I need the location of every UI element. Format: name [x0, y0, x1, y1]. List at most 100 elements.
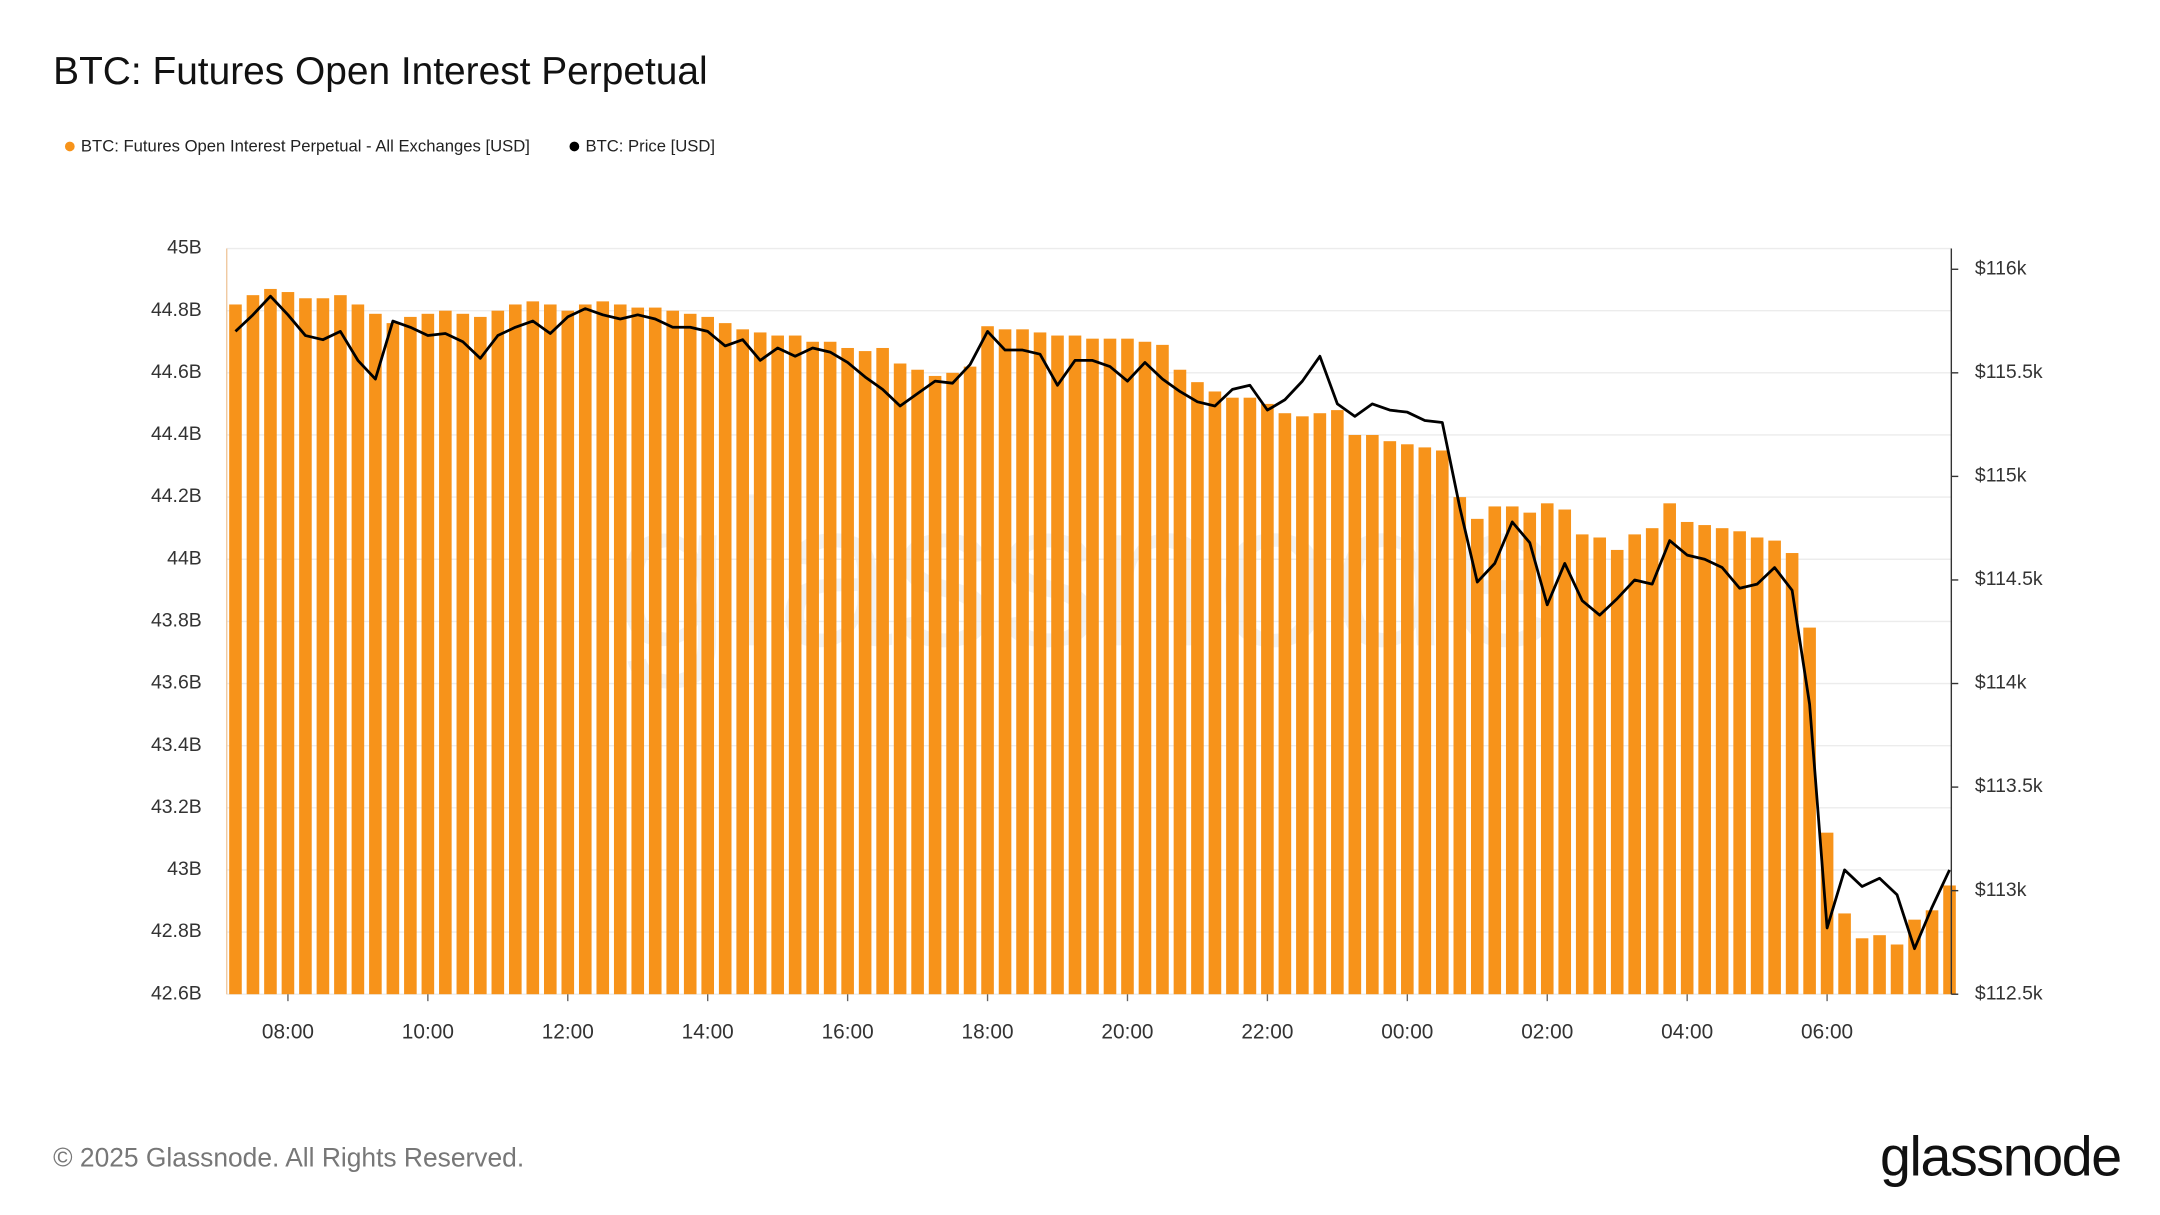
bar — [1593, 537, 1607, 995]
x-tick-label: 18:00 — [962, 1021, 1014, 1044]
bar — [316, 298, 330, 995]
y-tick-label: 42.8B — [151, 920, 202, 942]
legend-marker — [569, 141, 580, 152]
bar — [351, 304, 365, 995]
bar — [491, 310, 505, 995]
bar — [596, 301, 610, 995]
y2-tick-label: $116k — [1975, 257, 2027, 279]
y2-tick-label: $115k — [1975, 465, 2027, 487]
bar — [1680, 521, 1694, 995]
bar — [1401, 444, 1414, 995]
bar — [334, 295, 347, 995]
bar — [1331, 410, 1344, 995]
x-tick-label: 02:00 — [1521, 1021, 1573, 1044]
y2-tick-label: $112.5k — [1975, 982, 2043, 1004]
bar — [1855, 938, 1869, 995]
bar — [1575, 534, 1589, 995]
y-tick-label: 43.4B — [151, 734, 202, 756]
bar — [1278, 413, 1292, 995]
bar — [928, 375, 942, 995]
bar — [998, 329, 1012, 995]
y-tick-label: 43.8B — [151, 610, 202, 632]
bar — [1436, 450, 1449, 995]
y-tick-label: 44.6B — [151, 361, 202, 383]
bar — [1505, 506, 1519, 995]
bar — [771, 335, 784, 995]
bar — [281, 292, 295, 995]
bar — [806, 341, 819, 995]
bar — [1208, 391, 1222, 995]
y-tick-label: 44.2B — [151, 485, 202, 507]
bar — [1296, 416, 1309, 995]
y-tick-label: 45B — [167, 237, 202, 259]
x-tick-label: 00:00 — [1381, 1021, 1433, 1044]
y2-tick-label: $113.5k — [1975, 775, 2043, 797]
bar — [788, 335, 802, 995]
marks — [229, 288, 1956, 995]
bar — [1121, 338, 1134, 995]
y2-tick-label: $114.5k — [1975, 568, 2043, 590]
y2-tick-label: $114k — [1975, 672, 2027, 694]
bar — [1033, 332, 1047, 995]
bar — [1313, 413, 1327, 995]
y-tick-label: 43B — [167, 858, 202, 880]
bar — [841, 347, 854, 995]
x-tick-label: 08:00 — [262, 1021, 314, 1044]
bar — [578, 304, 592, 995]
bar — [264, 288, 277, 995]
bar — [1226, 397, 1239, 995]
axes: 42.6B 42.8B 43B 43.2B 43.4B 43.6B 43.8B 44B 44.2… — [64, 137, 2043, 1044]
bar — [1383, 441, 1397, 995]
bar — [1663, 503, 1676, 995]
bar — [1698, 525, 1711, 995]
bar — [1138, 341, 1152, 995]
bar — [1488, 506, 1502, 995]
bar — [1470, 518, 1484, 995]
bar — [1873, 935, 1886, 995]
chart-title: BTC: Futures Open Interest Perpetual — [53, 50, 707, 93]
bar — [1243, 397, 1257, 995]
bar — [474, 316, 487, 995]
x-tick-label: 20:00 — [1101, 1021, 1153, 1044]
bar — [613, 304, 627, 995]
bar — [421, 313, 435, 995]
bar — [666, 310, 680, 995]
bar — [1191, 382, 1204, 995]
bar — [1628, 534, 1641, 995]
bar — [1068, 335, 1082, 995]
bar — [718, 323, 732, 995]
bar — [683, 313, 697, 995]
bar — [1366, 434, 1379, 995]
bar — [1156, 344, 1169, 995]
bar — [1348, 434, 1362, 995]
y-tick-label: 43.6B — [151, 672, 202, 694]
bar — [858, 351, 872, 995]
bar — [299, 298, 312, 995]
bar — [526, 301, 540, 995]
bar — [456, 313, 470, 995]
legend-marker — [64, 141, 75, 152]
bar — [981, 326, 994, 995]
bar — [229, 304, 242, 995]
y-tick-label: 44.8B — [151, 299, 202, 321]
bar — [753, 332, 767, 995]
bar — [1016, 329, 1029, 995]
bar — [561, 310, 575, 995]
y-tick-label: 44.4B — [151, 423, 202, 445]
bar — [386, 323, 400, 995]
y-tick-label: 42.6B — [151, 982, 202, 1004]
brand-logo: glassnode — [1880, 1126, 2121, 1188]
bar — [369, 313, 382, 995]
y2-tick-label: $115.5k — [1975, 361, 2043, 383]
x-tick-label: 10:00 — [402, 1021, 454, 1044]
bar — [1558, 509, 1572, 995]
footer: © 2025 Glassnode. All Rights Reserved. — [53, 1142, 524, 1172]
price-line — [234, 294, 1951, 951]
y2-tick-label: $113k — [1975, 879, 2027, 901]
bar — [1715, 528, 1729, 995]
y-tick-label: 43.2B — [151, 796, 202, 818]
x-tick-label: 16:00 — [822, 1021, 874, 1044]
bar — [736, 329, 749, 995]
